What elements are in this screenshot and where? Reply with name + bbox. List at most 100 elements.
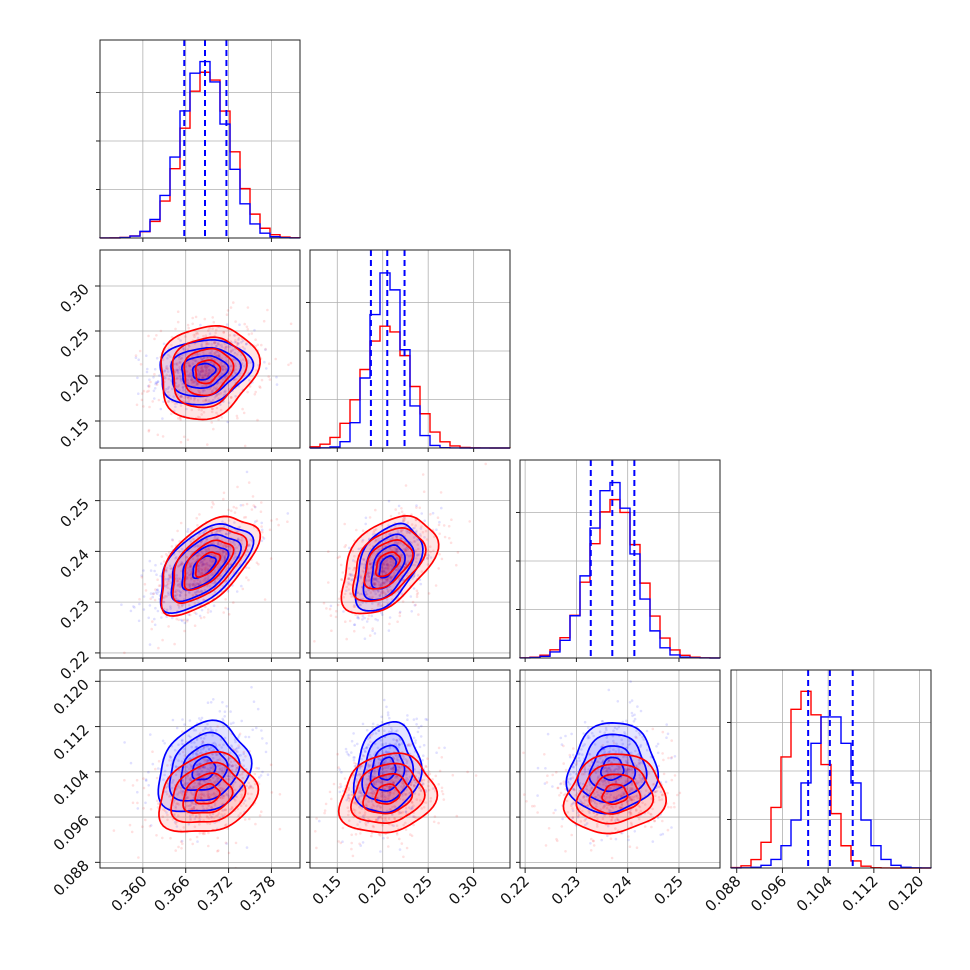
scatter-point	[222, 794, 225, 798]
scatter-point	[192, 805, 196, 809]
scatter-point	[586, 804, 589, 807]
scatter-point	[219, 403, 222, 406]
scatter-point	[254, 726, 258, 730]
scatter-point	[227, 778, 231, 781]
scatter-point	[582, 794, 586, 798]
scatter-point	[341, 571, 345, 574]
scatter-point	[189, 372, 192, 375]
scatter-point	[423, 536, 426, 539]
scatter-point	[179, 395, 183, 398]
scatter-point	[188, 568, 191, 572]
scatter-point	[389, 576, 393, 580]
scatter-point	[344, 747, 348, 751]
scatter-point	[323, 811, 326, 815]
contour-blue-1	[181, 354, 230, 389]
scatter-point	[413, 526, 416, 530]
scatter-point	[343, 777, 347, 780]
scatter-point	[654, 790, 658, 794]
scatter-point	[189, 564, 192, 567]
scatter-point	[370, 734, 373, 737]
scatter-point	[156, 380, 160, 384]
scatter-point	[384, 818, 387, 821]
scatter-point	[381, 781, 384, 784]
scatter-point	[241, 358, 245, 362]
scatter-point	[437, 821, 440, 825]
scatter-point	[219, 361, 223, 365]
scatter-point	[415, 560, 418, 564]
scatter-point	[389, 514, 393, 518]
scatter-point	[182, 618, 186, 622]
scatter-point	[589, 849, 593, 852]
panel-3-2-grid	[520, 670, 720, 868]
scatter-point	[156, 578, 159, 581]
scatter-point	[250, 508, 254, 511]
scatter-point	[369, 591, 373, 594]
scatter-point	[367, 579, 371, 583]
scatter-point	[147, 793, 151, 797]
scatter-point	[185, 619, 189, 623]
scatter-point	[659, 833, 662, 837]
scatter-point	[365, 620, 369, 623]
scatter-point	[329, 614, 333, 617]
scatter-point	[250, 792, 253, 796]
scatter-point	[200, 793, 204, 796]
contour-red-1	[363, 539, 414, 590]
scatter-point	[411, 807, 414, 810]
scatter-point	[235, 341, 238, 344]
scatter-point	[238, 773, 241, 777]
scatter-point	[201, 368, 204, 372]
scatter-point	[622, 792, 626, 796]
scatter-point	[359, 574, 363, 578]
scatter-point	[231, 764, 234, 768]
scatter-point	[166, 813, 169, 817]
scatter-point	[414, 781, 417, 784]
scatter-point	[178, 590, 182, 593]
scatter-point	[357, 617, 361, 620]
scatter-point	[576, 811, 580, 815]
scatter-point	[210, 357, 214, 361]
scatter-point	[638, 763, 641, 766]
scatter-point	[612, 739, 615, 743]
scatter-point	[240, 536, 244, 539]
scatter-point	[149, 569, 153, 572]
scatter-point	[374, 618, 377, 621]
scatter-point	[394, 742, 397, 746]
scatter-point	[372, 530, 376, 534]
scatter-point	[220, 372, 224, 376]
scatter-point	[336, 752, 339, 756]
scatter-point	[225, 359, 228, 363]
scatter-point	[223, 768, 227, 772]
scatter-point	[569, 773, 572, 776]
scatter-point	[180, 569, 183, 573]
scatter-point	[410, 781, 414, 784]
scatter-point	[241, 407, 244, 411]
scatter-point	[131, 784, 135, 787]
scatter-point	[220, 796, 224, 800]
scatter-point	[361, 601, 364, 604]
scatter-point	[224, 532, 228, 536]
scatter-point	[372, 782, 376, 786]
scatter-point	[179, 789, 183, 793]
scatter-point	[194, 729, 198, 732]
scatter-point	[604, 766, 608, 770]
scatter-point	[193, 545, 196, 548]
scatter-point	[628, 810, 632, 813]
scatter-point	[170, 335, 174, 339]
scatter-point	[380, 570, 384, 574]
scatter-point	[202, 598, 205, 602]
scatter-point	[403, 547, 406, 551]
scatter-point	[219, 381, 223, 384]
scatter-point	[380, 582, 384, 585]
scatter-point	[198, 823, 201, 826]
scatter-point	[567, 781, 570, 784]
scatter-point	[211, 389, 214, 392]
scatter-point	[218, 710, 222, 713]
scatter-point	[367, 817, 370, 821]
scatter-point	[218, 767, 222, 770]
scatter-point	[170, 412, 173, 416]
scatter-point	[404, 793, 408, 796]
scatter-point	[384, 760, 388, 764]
scatter-point	[177, 337, 180, 340]
scatter-point	[215, 753, 218, 757]
scatter-point	[197, 389, 200, 392]
